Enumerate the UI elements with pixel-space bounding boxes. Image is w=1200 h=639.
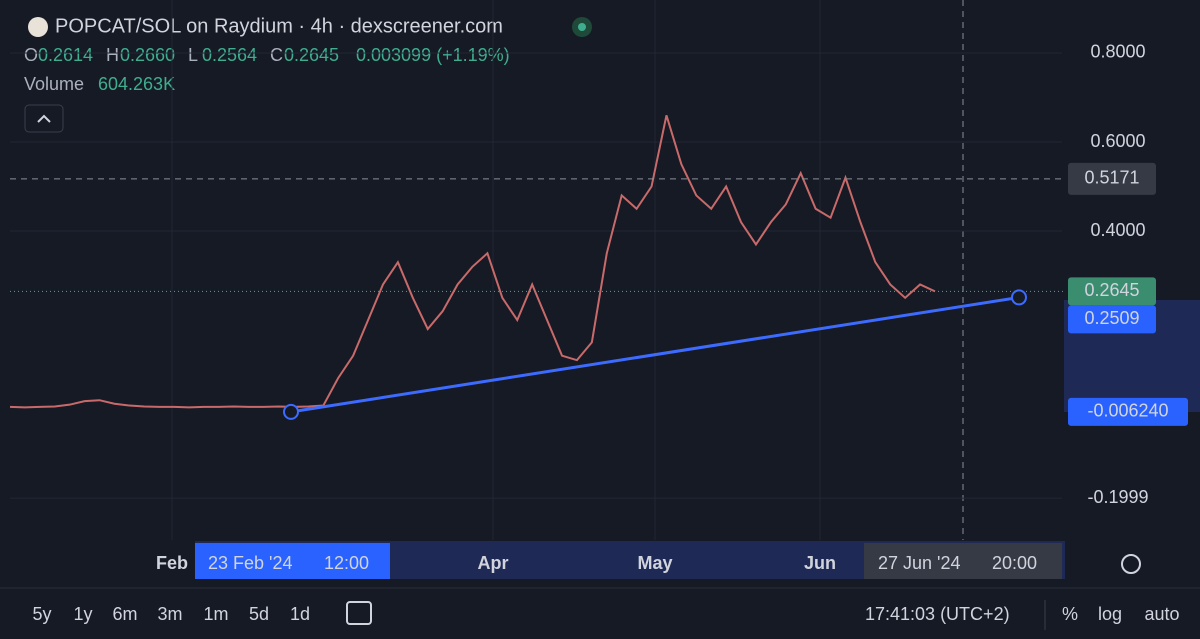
volume-label: Volume	[24, 74, 84, 94]
trend-end-box	[1068, 305, 1156, 334]
y-tick-label: 0.8000	[1090, 42, 1145, 62]
chart-title: POPCAT/SOL on Raydium · 4h · dexscreener…	[55, 15, 503, 37]
trend-start-box	[1068, 397, 1188, 426]
date-range-icon[interactable]	[346, 601, 372, 625]
trend-start-label: -0.006240	[1087, 401, 1168, 421]
scale-option[interactable]: auto	[1144, 604, 1179, 624]
trendline	[290, 295, 1020, 414]
range-button[interactable]: 3m	[157, 604, 182, 624]
last-price-box	[1068, 277, 1156, 306]
trend-end-label: 0.2509	[1084, 308, 1139, 328]
range-button[interactable]: 1m	[203, 604, 228, 624]
crosshair-box	[1068, 162, 1156, 195]
scale-option[interactable]: %	[1062, 604, 1078, 624]
x-tick-label: Feb	[156, 553, 188, 573]
ohlc-key: L	[188, 45, 198, 65]
volume-value: 604.263K	[98, 74, 175, 94]
time-end-date: 27 Jun '24	[878, 553, 961, 573]
range-button[interactable]: 6m	[112, 604, 137, 624]
range-button[interactable]: 1y	[73, 604, 92, 624]
y-tick-label: 0.6000	[1090, 131, 1145, 151]
range-button[interactable]: 5d	[249, 604, 269, 624]
collapse-button[interactable]	[24, 104, 64, 133]
ohlc-value: 0.2614	[38, 45, 93, 65]
ohlc-value: 0.2564	[202, 45, 257, 65]
time-start-time: 12:00	[324, 553, 369, 573]
trend-handle[interactable]	[283, 403, 299, 420]
y-tick-label: -0.1999	[1087, 487, 1148, 507]
ohlc-key: O	[24, 45, 38, 65]
settings-icon[interactable]	[1121, 554, 1141, 574]
collapse-icon	[37, 114, 51, 123]
range-button[interactable]: 5y	[32, 604, 51, 624]
clock: 17:41:03 (UTC+2)	[865, 604, 1010, 624]
price-line	[9, 115, 936, 409]
ohlc-key: C	[270, 45, 283, 65]
x-tick-label: Apr	[478, 553, 509, 573]
time-end-time: 20:00	[992, 553, 1037, 573]
x-tick-label: Jun	[804, 553, 836, 573]
ohlc-value: 0.2660	[120, 45, 175, 65]
time-start-box	[195, 543, 390, 579]
time-start-date: 23 Feb '24	[208, 553, 293, 573]
trend-handle[interactable]	[1011, 289, 1027, 306]
time-end-box	[864, 543, 1062, 579]
y-tick-label: 0.4000	[1090, 220, 1145, 240]
x-tick-label: May	[637, 553, 672, 573]
status-dot	[578, 23, 586, 31]
crosshair-label: 0.5171	[1084, 168, 1139, 188]
range-button[interactable]: 1d	[290, 604, 310, 624]
last-price-label: 0.2645	[1084, 280, 1139, 300]
scale-option[interactable]: log	[1098, 604, 1122, 624]
ohlc-change: 0.003099 (+1.19%)	[356, 45, 510, 65]
ohlc-key: H	[106, 45, 119, 65]
token-icon	[28, 17, 48, 37]
ohlc-value: 0.2645	[284, 45, 339, 65]
